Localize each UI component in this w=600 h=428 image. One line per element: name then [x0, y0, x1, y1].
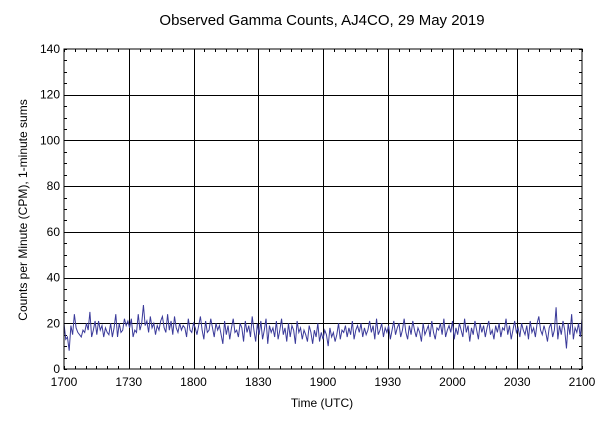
- x-axis-label: Time (UTC): [291, 396, 353, 410]
- x-tick-label: 1830: [245, 375, 272, 389]
- x-tick-label: 2030: [504, 375, 531, 389]
- x-tick-label: 2000: [439, 375, 466, 389]
- y-tick-label: 100: [40, 133, 60, 147]
- y-tick-label: 120: [40, 88, 60, 102]
- y-tick-labels: 0 20 40 60 80 100 120 140: [40, 42, 60, 376]
- x-tick-label: 1730: [115, 375, 142, 389]
- x-tick-label: 1930: [374, 375, 401, 389]
- x-tick-label: 1700: [51, 375, 78, 389]
- y-tick-label: 20: [47, 316, 61, 330]
- x-tick-labels: 1700 1730 1800 1830 1900 1930 2000 2030 2100: [51, 375, 596, 389]
- x-tick-label: 1800: [180, 375, 207, 389]
- y-tick-label: 40: [47, 271, 61, 285]
- chart-title: Observed Gamma Counts, AJ4CO, 29 May 201…: [159, 12, 484, 29]
- x-tick-label: 2100: [569, 375, 596, 389]
- grid: [64, 49, 582, 369]
- series-layer: [63, 304, 583, 351]
- y-tick-label: 140: [40, 42, 60, 56]
- plot-frame: [63, 48, 583, 370]
- y-tick-label: 60: [47, 225, 61, 239]
- y-tick-label: 0: [53, 362, 60, 376]
- series-line-1: [63, 304, 583, 351]
- y-axis-label: Counts per Minute (CPM), 1-minute sums: [16, 99, 30, 320]
- x-tick-label: 1900: [310, 375, 337, 389]
- y-tick-label: 80: [47, 179, 61, 193]
